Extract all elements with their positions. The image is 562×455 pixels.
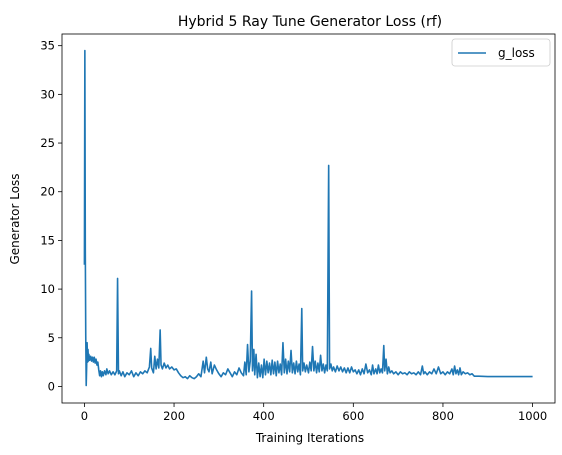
chart-title: Hybrid 5 Ray Tune Generator Loss (rf) <box>178 14 442 30</box>
y-tick-label: 0 <box>48 379 55 393</box>
x-tick-label: 200 <box>163 409 185 423</box>
x-tick-label: 600 <box>342 409 364 423</box>
y-tick-label: 10 <box>40 282 55 296</box>
x-tick-label: 800 <box>432 409 454 423</box>
series-group <box>83 49 533 387</box>
x-axis-label: Training Iterations <box>255 431 364 445</box>
plot-area <box>61 33 556 404</box>
y-tick-label: 5 <box>48 331 55 345</box>
legend-box <box>451 38 551 67</box>
series-line-g-loss <box>83 49 533 387</box>
y-axis-label: Generator Loss <box>8 173 22 264</box>
x-axis-ticks: 0 200 400 600 800 1000 <box>81 403 547 423</box>
x-tick-label: 1000 <box>518 409 547 423</box>
y-axis-ticks: 0 5 10 15 20 25 30 35 <box>40 39 62 393</box>
axes-frame <box>61 33 556 404</box>
x-tick-label: 400 <box>253 409 275 423</box>
x-tick-label: 0 <box>81 409 88 423</box>
legend-label-g-loss: g_loss <box>498 46 535 60</box>
y-tick-label: 25 <box>40 136 55 150</box>
y-tick-label: 35 <box>40 39 55 53</box>
y-tick-label: 30 <box>40 87 55 101</box>
y-tick-label: 15 <box>40 233 55 247</box>
y-tick-label: 20 <box>40 185 55 199</box>
legend: g_loss <box>451 38 551 67</box>
